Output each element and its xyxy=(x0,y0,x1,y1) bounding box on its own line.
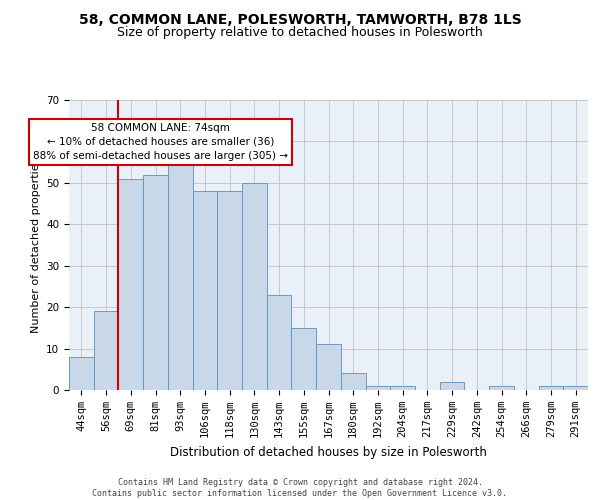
Bar xyxy=(242,183,267,390)
Bar xyxy=(292,328,316,390)
Bar xyxy=(267,294,292,390)
Text: Contains HM Land Registry data © Crown copyright and database right 2024.
Contai: Contains HM Land Registry data © Crown c… xyxy=(92,478,508,498)
Bar xyxy=(316,344,341,390)
Text: Size of property relative to detached houses in Polesworth: Size of property relative to detached ho… xyxy=(117,26,483,39)
Y-axis label: Number of detached properties: Number of detached properties xyxy=(31,158,41,332)
Bar xyxy=(94,312,118,390)
Bar xyxy=(390,386,415,390)
Bar xyxy=(193,191,217,390)
Text: 58, COMMON LANE, POLESWORTH, TAMWORTH, B78 1LS: 58, COMMON LANE, POLESWORTH, TAMWORTH, B… xyxy=(79,12,521,26)
Bar xyxy=(341,374,365,390)
Bar xyxy=(489,386,514,390)
Bar xyxy=(118,178,143,390)
Bar xyxy=(539,386,563,390)
Bar xyxy=(365,386,390,390)
Bar xyxy=(563,386,588,390)
Bar xyxy=(440,382,464,390)
Bar xyxy=(217,191,242,390)
Text: 58 COMMON LANE: 74sqm
← 10% of detached houses are smaller (36)
88% of semi-deta: 58 COMMON LANE: 74sqm ← 10% of detached … xyxy=(33,123,288,161)
Bar xyxy=(143,174,168,390)
Bar xyxy=(168,154,193,390)
Bar xyxy=(69,357,94,390)
X-axis label: Distribution of detached houses by size in Polesworth: Distribution of detached houses by size … xyxy=(170,446,487,458)
